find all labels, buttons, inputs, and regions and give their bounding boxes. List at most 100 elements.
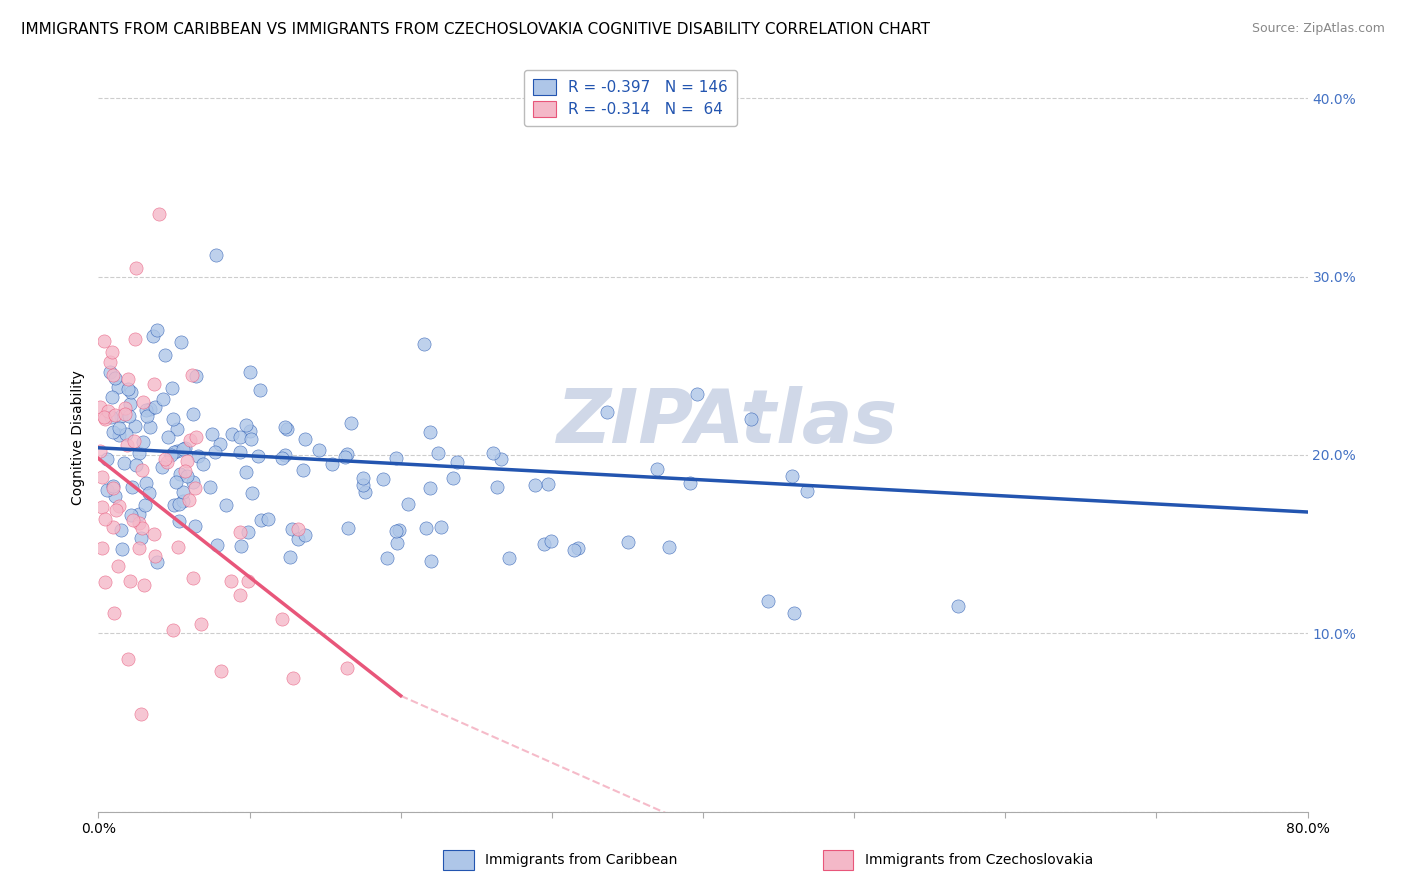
Point	[89, 443, 111, 458]
Point	[249, 383, 271, 397]
Point	[271, 612, 294, 626]
Point	[796, 483, 818, 498]
Point	[131, 463, 153, 477]
Point	[174, 441, 197, 455]
Point	[176, 468, 198, 483]
Point	[101, 345, 124, 359]
Point	[204, 248, 226, 262]
Point	[96, 452, 118, 467]
Point	[166, 421, 188, 435]
Point	[112, 456, 135, 470]
Point	[110, 409, 132, 423]
Point	[153, 451, 176, 466]
Point	[139, 402, 162, 417]
Point	[287, 532, 309, 546]
Point	[257, 511, 280, 525]
Point	[170, 335, 193, 350]
Point	[198, 480, 221, 494]
Text: ZIPAtlas: ZIPAtlas	[557, 385, 898, 458]
Point	[91, 541, 114, 555]
Point	[93, 334, 115, 349]
Point	[596, 405, 619, 419]
Point	[90, 500, 112, 514]
Point	[336, 521, 359, 535]
Point	[128, 446, 150, 460]
Point	[181, 368, 204, 382]
Point	[105, 502, 128, 516]
Point	[567, 541, 589, 555]
Legend: R = -0.397   N = 146, R = -0.314   N =  64: R = -0.397 N = 146, R = -0.314 N = 64	[524, 70, 737, 127]
Point	[336, 447, 359, 461]
Point	[118, 409, 141, 424]
Point	[780, 469, 803, 483]
Point	[131, 521, 153, 535]
Point	[686, 386, 709, 401]
Point	[184, 368, 207, 383]
Point	[209, 664, 232, 678]
Point	[162, 412, 184, 426]
Point	[294, 527, 316, 541]
Point	[115, 426, 138, 441]
Point	[125, 261, 148, 276]
Point	[415, 521, 437, 535]
Point	[482, 446, 505, 460]
Point	[336, 661, 359, 675]
Point	[250, 513, 273, 527]
Point	[96, 483, 118, 497]
Point	[131, 395, 153, 409]
Point	[240, 486, 263, 500]
Point	[540, 533, 562, 548]
Point	[278, 550, 301, 565]
Point	[166, 444, 188, 458]
Point	[128, 507, 150, 521]
Point	[93, 409, 115, 424]
Point	[132, 435, 155, 450]
Point	[181, 571, 204, 585]
Point	[146, 323, 169, 337]
Point	[159, 448, 181, 462]
Point	[94, 512, 117, 526]
Point	[537, 476, 560, 491]
Point	[229, 524, 252, 539]
Point	[489, 452, 512, 467]
Point	[117, 372, 139, 386]
Point	[427, 446, 450, 460]
Point	[388, 523, 411, 537]
Point	[184, 519, 207, 533]
Point	[419, 481, 441, 495]
Point	[657, 540, 679, 554]
Y-axis label: Cognitive Disability: Cognitive Disability	[72, 369, 86, 505]
Point	[239, 365, 262, 379]
Point	[124, 418, 146, 433]
Point	[419, 425, 441, 439]
Point	[371, 472, 394, 486]
Point	[135, 409, 157, 423]
Point	[120, 508, 142, 522]
Point	[120, 385, 142, 400]
Point	[385, 524, 408, 538]
Point	[204, 444, 226, 458]
Point	[396, 497, 419, 511]
Point	[281, 522, 304, 536]
Point	[94, 574, 117, 589]
Point	[111, 542, 134, 557]
Point	[783, 607, 806, 621]
Point	[172, 442, 194, 456]
Point	[172, 485, 194, 500]
Point	[187, 449, 209, 463]
Point	[117, 382, 139, 396]
Point	[429, 520, 451, 534]
Point	[235, 465, 257, 479]
Point	[276, 422, 298, 436]
Point	[221, 426, 243, 441]
Point	[138, 420, 160, 434]
Point	[103, 607, 125, 621]
Point	[104, 408, 127, 422]
Point	[247, 449, 270, 463]
Point	[679, 475, 702, 490]
Point	[340, 416, 363, 430]
Point	[205, 538, 228, 552]
Point	[162, 623, 184, 637]
Point	[101, 520, 124, 534]
Point	[108, 427, 131, 442]
